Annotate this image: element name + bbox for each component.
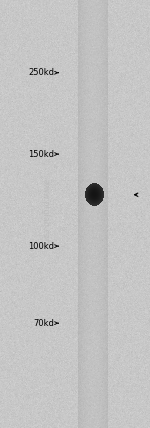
- Text: www.ptglab.com: www.ptglab.com: [40, 181, 50, 247]
- Text: 150kd: 150kd: [28, 149, 54, 159]
- Text: 70kd: 70kd: [33, 318, 54, 328]
- Text: 250kd: 250kd: [28, 68, 54, 77]
- Text: 100kd: 100kd: [28, 241, 54, 251]
